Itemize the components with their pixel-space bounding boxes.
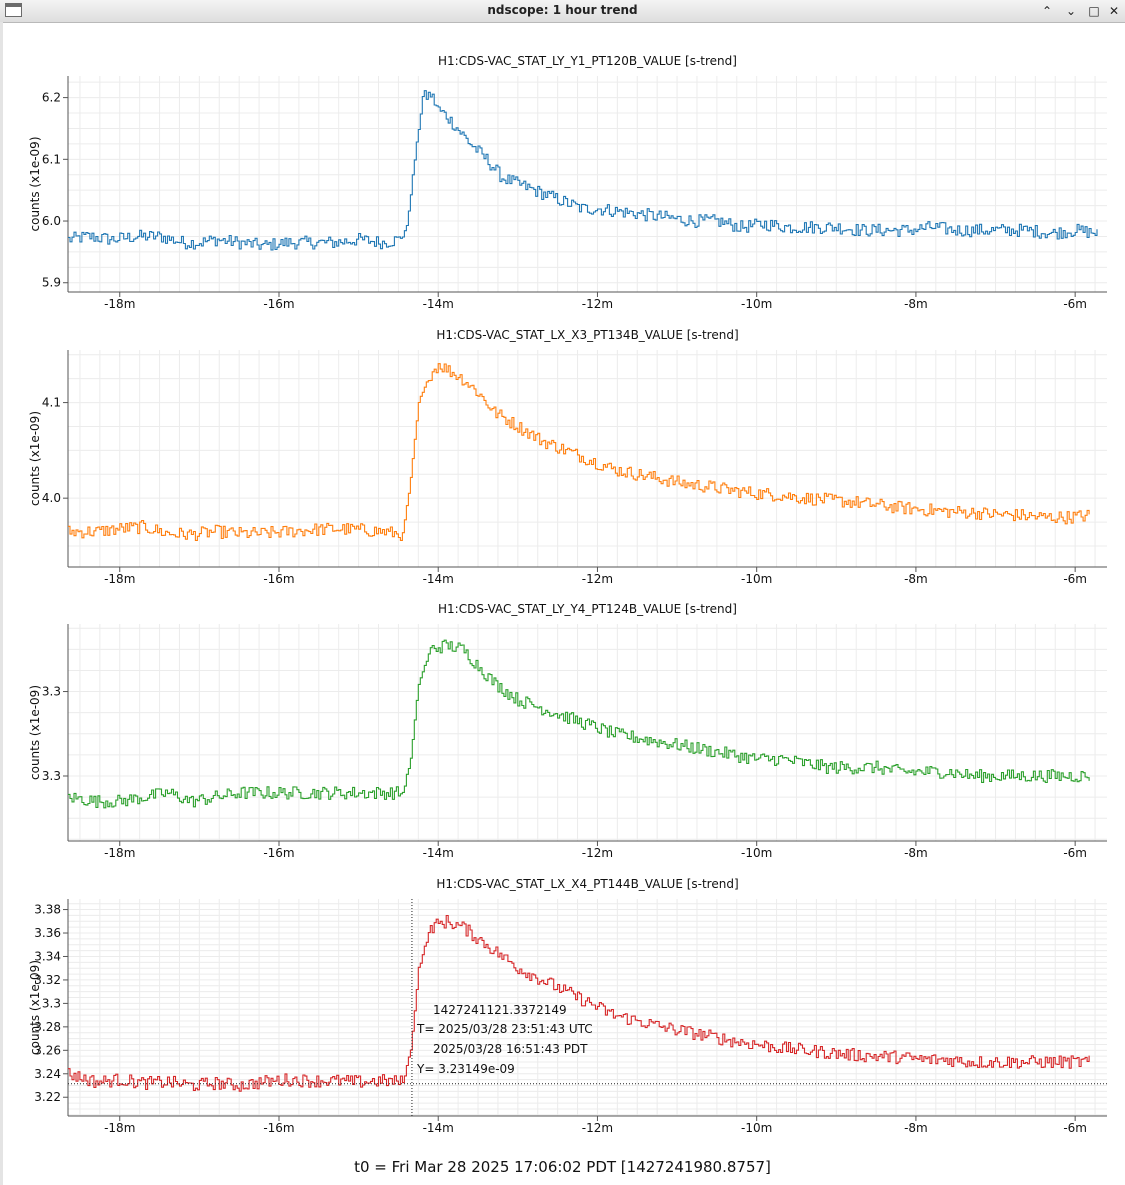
x-tick-label: -8m: [904, 846, 928, 860]
y-tick-label: 4.0: [42, 491, 61, 505]
x-tick-label: -10m: [741, 297, 772, 311]
y-axis-label: counts (x1e-09): [28, 136, 42, 231]
y-axis-label: counts (x1e-09): [28, 960, 42, 1055]
x-tick-label: -10m: [741, 572, 772, 586]
y-tick-label: 3.24: [34, 1067, 61, 1081]
x-tick-label: -10m: [741, 846, 772, 860]
trend-plots-canvas[interactable]: H1:CDS-VAC_STAT_LY_Y1_PT120B_VALUE [s-tr…: [0, 22, 1125, 1152]
y-tick-label: 3.3: [42, 996, 61, 1010]
x-tick-label: -14m: [423, 846, 454, 860]
window-title: ndscope: 1 hour trend: [487, 3, 638, 17]
maximize-button[interactable]: □: [1088, 4, 1100, 18]
x-tick-label: -10m: [741, 1121, 772, 1135]
x-tick-label: -18m: [104, 846, 135, 860]
y-tick-label: 3.38: [34, 903, 61, 917]
y-tick-label: 4.1: [42, 396, 61, 410]
plot-panel-2[interactable]: H1:CDS-VAC_STAT_LX_X3_PT134B_VALUE [s-tr…: [28, 328, 1107, 586]
restore-button[interactable]: ⌄: [1065, 4, 1077, 18]
window-left-edge: [0, 22, 3, 1185]
y-tick-label: 3.34: [34, 949, 61, 963]
series-line-2[interactable]: [68, 363, 1090, 541]
cursor-readout-y: Y= 3.23149e-09: [416, 1062, 515, 1076]
plot-title: H1:CDS-VAC_STAT_LX_X4_PT144B_VALUE [s-tr…: [436, 877, 738, 891]
y-axis-label: counts (x1e-09): [28, 411, 42, 506]
y-tick-label: 3.3: [42, 769, 61, 783]
y-tick-label: 6.2: [42, 91, 61, 105]
plot-title: H1:CDS-VAC_STAT_LX_X3_PT134B_VALUE [s-tr…: [436, 328, 738, 342]
x-tick-label: -12m: [582, 572, 613, 586]
cursor-readout-gps: 1427241121.3372149: [433, 1003, 567, 1017]
x-tick-label: -16m: [263, 846, 294, 860]
plot-title: H1:CDS-VAC_STAT_LY_Y1_PT120B_VALUE [s-tr…: [438, 54, 737, 68]
x-tick-label: -6m: [1063, 297, 1087, 311]
x-tick-label: -18m: [104, 572, 135, 586]
plot-panel-3[interactable]: H1:CDS-VAC_STAT_LY_Y4_PT124B_VALUE [s-tr…: [28, 602, 1107, 860]
plot-title: H1:CDS-VAC_STAT_LY_Y4_PT124B_VALUE [s-tr…: [438, 602, 737, 616]
plot-panel-4[interactable]: H1:CDS-VAC_STAT_LX_X4_PT144B_VALUE [s-tr…: [28, 877, 1107, 1135]
minimize-button[interactable]: ⌃: [1041, 4, 1053, 18]
x-tick-label: -6m: [1063, 846, 1087, 860]
app-window-icon[interactable]: [5, 3, 22, 17]
t0-footer: t0 = Fri Mar 28 2025 17:06:02 PDT [14272…: [354, 1158, 771, 1176]
close-button[interactable]: ✕: [1108, 4, 1120, 18]
y-tick-label: 5.9: [42, 276, 61, 290]
x-tick-label: -18m: [104, 297, 135, 311]
x-tick-label: -12m: [582, 1121, 613, 1135]
x-tick-label: -12m: [582, 297, 613, 311]
x-tick-label: -8m: [904, 297, 928, 311]
x-tick-label: -16m: [263, 1121, 294, 1135]
x-tick-label: -14m: [423, 572, 454, 586]
y-tick-label: 6.0: [42, 214, 61, 228]
y-tick-label: 3.28: [34, 1020, 61, 1034]
window-titlebar: ndscope: 1 hour trend ⌃ ⌄ □ ✕: [0, 0, 1125, 23]
y-tick-label: 3.26: [34, 1043, 61, 1057]
y-tick-label: 3.3: [42, 685, 61, 699]
series-line-4[interactable]: [68, 914, 1090, 1092]
x-tick-label: -16m: [263, 297, 294, 311]
x-tick-label: -8m: [904, 1121, 928, 1135]
cursor-readout-utc: T= 2025/03/28 23:51:43 UTC: [416, 1022, 593, 1036]
y-tick-label: 3.32: [34, 973, 61, 987]
x-tick-label: -14m: [423, 1121, 454, 1135]
plot-panel-1[interactable]: H1:CDS-VAC_STAT_LY_Y1_PT120B_VALUE [s-tr…: [28, 54, 1107, 311]
series-line-1[interactable]: [68, 90, 1098, 251]
cursor-readout-pdt: 2025/03/28 16:51:43 PDT: [433, 1042, 588, 1056]
x-tick-label: -12m: [582, 846, 613, 860]
x-tick-label: -8m: [904, 572, 928, 586]
x-tick-label: -14m: [423, 297, 454, 311]
x-tick-label: -6m: [1063, 572, 1087, 586]
x-tick-label: -18m: [104, 1121, 135, 1135]
y-tick-label: 6.1: [42, 152, 61, 166]
x-tick-label: -6m: [1063, 1121, 1087, 1135]
x-tick-label: -16m: [263, 572, 294, 586]
y-axis-label: counts (x1e-09): [28, 685, 42, 780]
y-tick-label: 3.22: [34, 1090, 61, 1104]
series-line-3[interactable]: [68, 639, 1090, 809]
y-tick-label: 3.36: [34, 926, 61, 940]
